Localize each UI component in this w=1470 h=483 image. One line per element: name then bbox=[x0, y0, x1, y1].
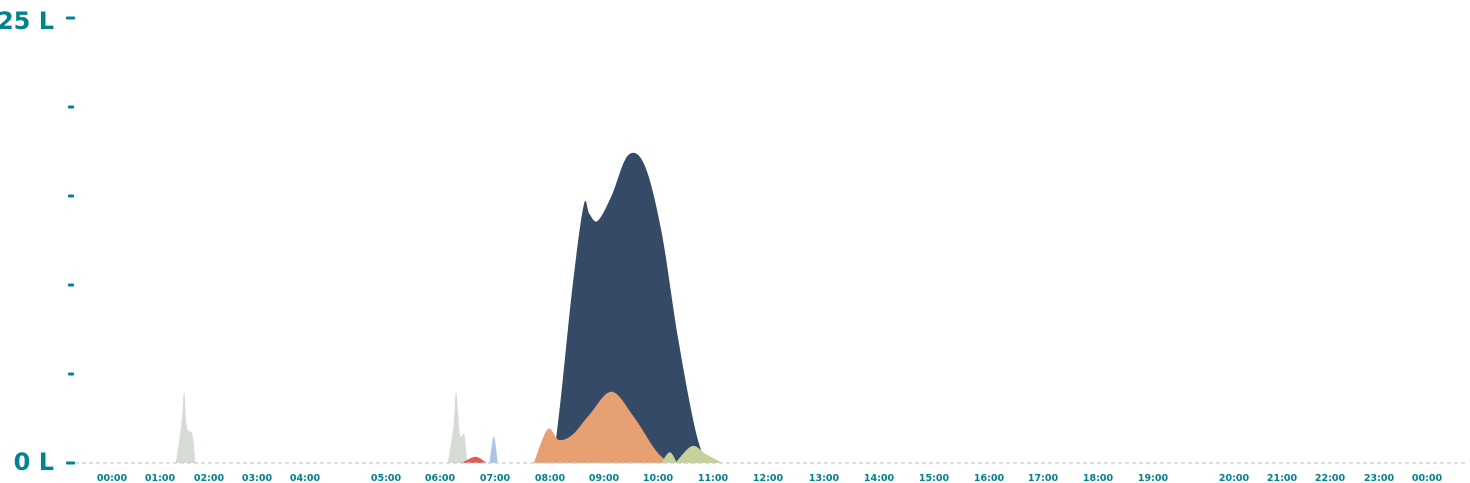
x-tick-label: 03:00 bbox=[242, 473, 273, 483]
x-tick-label: 00:00 bbox=[1412, 473, 1443, 483]
x-tick-label: 10:00 bbox=[643, 473, 674, 483]
y-axis-min-label: 0 L bbox=[14, 448, 54, 476]
x-tick-label: 20:00 bbox=[1219, 473, 1250, 483]
x-axis: 00:00 01:00 02:00 03:00 04:00 05:00 06:00 07:00… bbox=[97, 473, 1443, 483]
x-tick-label: 16:00 bbox=[974, 473, 1005, 483]
x-tick-label: 13:00 bbox=[809, 473, 840, 483]
x-tick-label: 15:00 bbox=[919, 473, 950, 483]
x-tick-label: 07:00 bbox=[480, 473, 511, 483]
x-tick-label: 14:00 bbox=[864, 473, 895, 483]
area-series-olive bbox=[675, 445, 723, 463]
area-series-light_blue bbox=[489, 436, 498, 463]
y-tick-mark-min bbox=[66, 461, 75, 465]
y-tick-mark-max bbox=[66, 16, 75, 20]
y-tick-mark bbox=[68, 194, 74, 198]
x-tick-label: 12:00 bbox=[753, 473, 784, 483]
x-tick-label: 04:00 bbox=[290, 473, 321, 483]
x-tick-label: 19:00 bbox=[1138, 473, 1169, 483]
y-axis-max-label: 25 L bbox=[0, 7, 54, 35]
area-series-grey bbox=[175, 391, 196, 463]
x-tick-label: 08:00 bbox=[535, 473, 566, 483]
x-tick-label: 06:00 bbox=[425, 473, 456, 483]
area-series-layer bbox=[175, 152, 723, 464]
x-tick-label: 05:00 bbox=[371, 473, 402, 483]
y-tick-mark bbox=[68, 372, 74, 376]
area-series-red bbox=[461, 456, 487, 463]
x-tick-label: 22:00 bbox=[1315, 473, 1346, 483]
x-tick-label: 00:00 bbox=[97, 473, 128, 483]
area-series-grey bbox=[447, 391, 468, 463]
y-axis: 25 L 0 L bbox=[0, 7, 75, 476]
x-tick-label: 02:00 bbox=[194, 473, 225, 483]
y-tick-mark bbox=[68, 105, 74, 109]
x-tick-label: 01:00 bbox=[145, 473, 176, 483]
x-tick-label: 17:00 bbox=[1028, 473, 1059, 483]
x-tick-label: 21:00 bbox=[1267, 473, 1298, 483]
x-tick-label: 11:00 bbox=[698, 473, 729, 483]
area-series-orange bbox=[533, 391, 670, 463]
y-tick-mark bbox=[68, 283, 74, 287]
area-series-olive bbox=[661, 452, 677, 463]
area-series-dark_blue bbox=[553, 152, 706, 464]
x-tick-label: 23:00 bbox=[1364, 473, 1395, 483]
x-tick-label: 09:00 bbox=[589, 473, 620, 483]
x-tick-label: 18:00 bbox=[1083, 473, 1114, 483]
